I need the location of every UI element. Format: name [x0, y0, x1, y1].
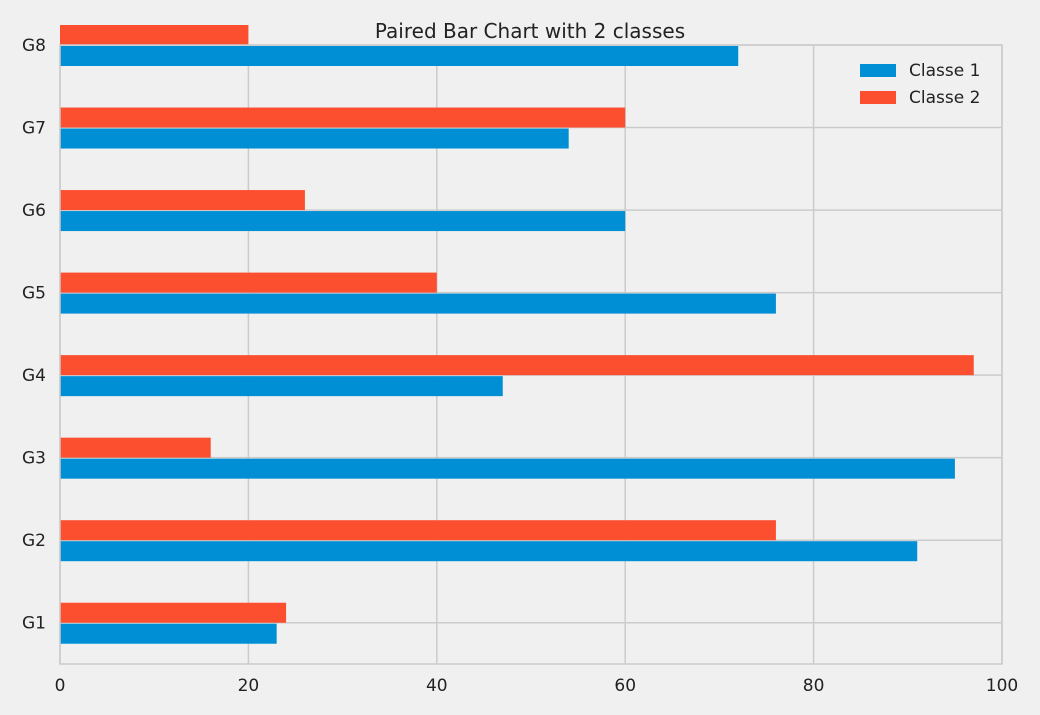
bar-classe-1-g7 [60, 128, 569, 149]
ticks-layer: 0 20 40 60 80 100 G1 G2 G3 G4 G5 G6 G7 G8 [22, 36, 1018, 696]
bar-classe-1-g4 [60, 376, 503, 397]
bar-classe-2-g7 [60, 107, 626, 128]
bar-classe-1-g5 [60, 293, 776, 314]
bar-classe-2-g6 [60, 190, 305, 211]
y-tick-label: G3 [22, 449, 46, 469]
x-tick-label: 20 [238, 676, 260, 696]
legend-label: Classe 2 [909, 88, 980, 108]
y-tick-label: G8 [22, 36, 46, 56]
x-tick-label: 80 [803, 676, 825, 696]
y-tick-label: G6 [22, 201, 46, 221]
x-tick-label: 40 [426, 676, 448, 696]
y-tick-label: G4 [22, 366, 46, 386]
bar-classe-1-g1 [60, 623, 277, 644]
y-tick-label: G7 [22, 119, 46, 139]
x-tick-label: 0 [55, 676, 66, 696]
plot-frame [59, 44, 1003, 665]
bar-classe-2-g2 [60, 520, 776, 541]
y-tick-label: G2 [22, 531, 46, 551]
bar-classe-1-g6 [60, 211, 626, 232]
legend-label: Classe 1 [909, 61, 980, 81]
chart-title: Paired Bar Chart with 2 classes [375, 19, 685, 43]
x-tick-label: 100 [986, 676, 1018, 696]
bar-classe-2-g1 [60, 602, 287, 623]
bar-classe-1-g8 [60, 46, 739, 66]
bar-classe-1-g3 [60, 458, 955, 479]
bar-classe-2-g8 [60, 25, 249, 45]
x-tick-label: 60 [614, 676, 636, 696]
y-tick-label: G1 [22, 614, 46, 634]
y-tick-label: G5 [22, 284, 46, 304]
bar-classe-1-g2 [60, 541, 918, 562]
legend-swatch [860, 91, 896, 104]
bar-classe-2-g4 [60, 355, 974, 376]
bar-classe-2-g5 [60, 272, 437, 293]
legend-swatch [860, 64, 896, 77]
bar-classe-2-g3 [60, 437, 211, 458]
bars-layer [60, 25, 974, 644]
legend: Classe 1 Classe 2 [860, 61, 980, 108]
